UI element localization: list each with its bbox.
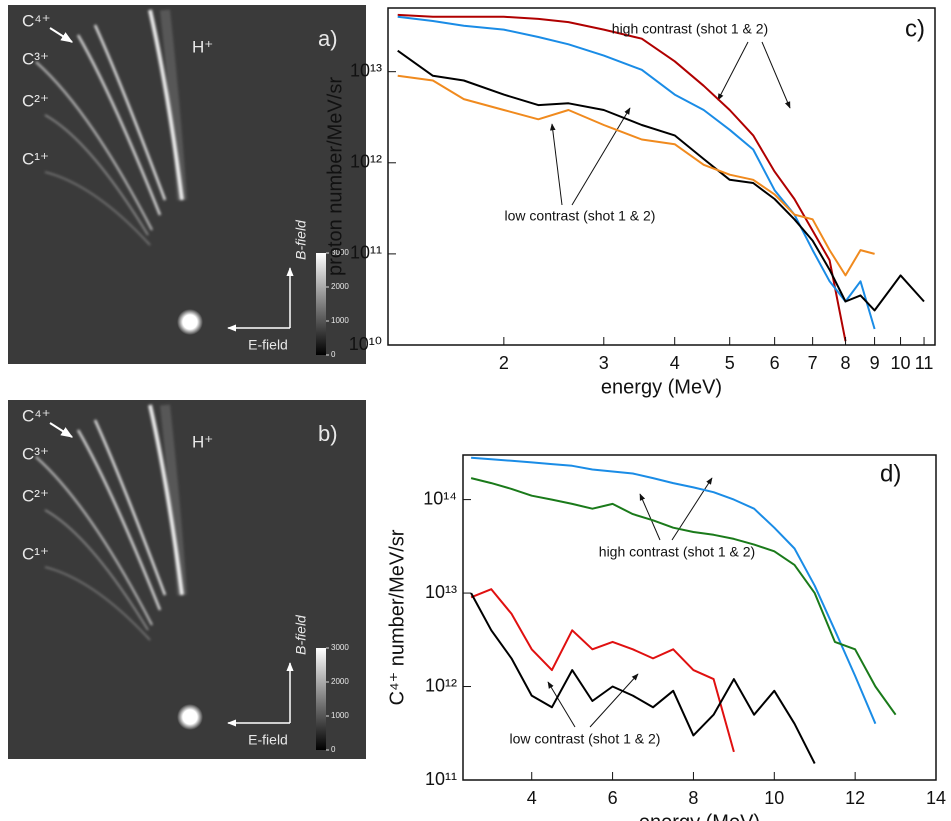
x-tick-label: 12 [845, 788, 865, 808]
y-tick-label: 10¹² [425, 675, 457, 695]
panel-label: d) [880, 460, 901, 487]
data-line [397, 13, 847, 342]
y-tick-label: 10¹¹ [350, 243, 382, 263]
x-tick-label: 4 [670, 353, 680, 373]
data-line [471, 456, 877, 725]
arrow [549, 123, 563, 206]
colorbar-tick-label: 0 [331, 745, 336, 754]
field-label: E-field [248, 732, 288, 748]
ion-label: C⁴⁺ [22, 11, 51, 30]
colorbar-tick-label: 2000 [331, 282, 349, 291]
data-line [470, 477, 897, 716]
annotation: high contrast (shot 1 & 2) [612, 21, 768, 37]
colorbar-tick-label: 3000 [331, 248, 349, 257]
colorbar-tick-label: 1000 [331, 711, 349, 720]
x-tick-label: 3 [599, 353, 609, 373]
colorbar-tick-label: 3000 [331, 643, 349, 652]
x-tick-label: 7 [808, 353, 818, 373]
y-tick-label: 10¹² [350, 152, 382, 172]
annotation: high contrast (shot 1 & 2) [599, 544, 755, 560]
ion-label: H⁺ [192, 432, 213, 451]
x-tick-label: 6 [608, 788, 618, 808]
y-tick-label: 10¹³ [350, 60, 382, 80]
ion-label: C³⁺ [22, 49, 49, 68]
x-tick-label: 4 [527, 788, 537, 808]
y-axis-label: proton number/MeV/sr [324, 77, 346, 276]
y-tick-label: 10¹⁴ [423, 488, 457, 508]
arrow [589, 673, 639, 728]
annotation: low contrast (shot 1 & 2) [510, 731, 661, 747]
ion-label: C⁴⁺ [22, 406, 51, 425]
x-tick-label: 14 [926, 788, 946, 808]
arrow [547, 681, 576, 728]
panel-label: b) [318, 421, 338, 446]
plot-frame [387, 7, 936, 346]
x-axis-label: energy (MeV) [639, 811, 760, 821]
field-label: E-field [248, 337, 288, 353]
x-tick-label: 11 [915, 353, 934, 373]
ion-label: C²⁺ [22, 91, 49, 110]
field-label: B-field [293, 219, 309, 260]
panel-label: a) [318, 26, 338, 51]
arrow [761, 41, 791, 109]
ion-label: C³⁺ [22, 444, 49, 463]
plot-area [397, 13, 925, 342]
panel-label: c) [905, 15, 925, 42]
data-line [470, 592, 816, 764]
arrow [717, 41, 749, 101]
y-tick-label: 10¹³ [425, 582, 457, 602]
colorbar-tick-label: 0 [331, 350, 336, 359]
colorbar-tick-label: 2000 [331, 677, 349, 686]
x-tick-label: 2 [499, 353, 509, 373]
data-line [397, 74, 875, 277]
data-line [470, 588, 735, 753]
arrow [571, 107, 631, 206]
y-tick-label: 10¹⁰ [349, 334, 382, 354]
data-line [397, 49, 925, 312]
data-line [397, 15, 876, 330]
plot-frame [462, 454, 937, 781]
image-b [8, 400, 366, 759]
colorbar-tick-label: 1000 [331, 316, 349, 325]
x-axis-label: energy (MeV) [601, 376, 722, 398]
ion-label: C¹⁺ [22, 149, 49, 168]
ion-label: C²⁺ [22, 486, 49, 505]
x-tick-label: 10 [891, 353, 911, 373]
y-tick-label: 10¹¹ [425, 769, 457, 789]
ion-label: C¹⁺ [22, 544, 49, 563]
image-a [8, 5, 366, 364]
x-tick-label: 8 [841, 353, 851, 373]
x-tick-label: 10 [764, 788, 784, 808]
x-tick-label: 5 [725, 353, 735, 373]
x-tick-label: 6 [770, 353, 780, 373]
ion-label: H⁺ [192, 37, 213, 56]
arrow [639, 493, 661, 541]
x-tick-label: 8 [688, 788, 698, 808]
plot-area [470, 456, 897, 764]
annotation: low contrast (shot 1 & 2) [505, 208, 656, 224]
x-tick-label: 9 [870, 353, 880, 373]
field-label: B-field [293, 614, 309, 655]
y-axis-label: C⁴⁺ number/MeV/sr [386, 529, 408, 705]
